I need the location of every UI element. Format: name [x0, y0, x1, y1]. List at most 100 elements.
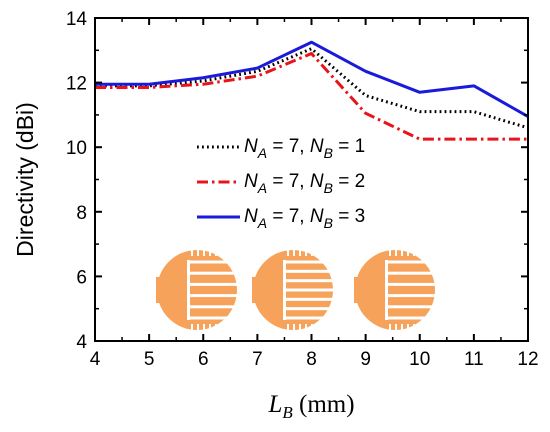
- edge-notch: [191, 249, 193, 256]
- slot: [285, 260, 337, 264]
- antenna-icon-nb2: [252, 249, 337, 331]
- x-label-variable: L: [267, 391, 282, 418]
- slot: [285, 316, 337, 320]
- antenna-icon-nb3: [354, 249, 439, 331]
- slot: [189, 316, 241, 320]
- edge-notch: [197, 249, 199, 256]
- edge-notch: [293, 324, 295, 331]
- edge-notch: [407, 249, 409, 256]
- edge-notch: [395, 324, 397, 331]
- slot: [285, 288, 337, 292]
- x-tick-label: 10: [409, 349, 430, 370]
- edge-notch: [401, 324, 403, 331]
- slot: [387, 305, 439, 309]
- slot: [189, 305, 241, 309]
- edge-notch: [395, 249, 397, 256]
- slot: [387, 271, 439, 275]
- edge-notch: [407, 324, 409, 331]
- slot: [189, 282, 241, 286]
- x-tick-label: 12: [517, 349, 538, 370]
- slot-spine: [385, 260, 388, 320]
- x-tick-label: 11: [464, 349, 484, 370]
- edge-notch: [311, 324, 313, 331]
- edge-notch: [389, 324, 391, 331]
- edge-notch: [305, 324, 307, 331]
- axes: 4 5 6 7 8 9 10 11 12 4 6 8 10 12 14: [66, 9, 539, 370]
- slot: [285, 307, 337, 311]
- edge-notch: [197, 324, 199, 331]
- series-line-3: [95, 40, 529, 118]
- patch-disk: [355, 250, 435, 330]
- edge-notch: [419, 324, 421, 331]
- x-tick-label: 5: [144, 349, 155, 370]
- slot: [387, 316, 439, 320]
- edge-notch: [389, 249, 391, 256]
- y-tick-label: 12: [66, 74, 87, 95]
- edge-notch: [203, 324, 205, 331]
- y-tick-label: 4: [76, 332, 87, 353]
- edge-notch: [323, 249, 325, 256]
- edge-notch: [413, 249, 415, 256]
- x-axis-label: LB (mm): [267, 391, 354, 422]
- slot: [285, 269, 337, 273]
- x-label-subscript: B: [282, 403, 293, 422]
- edge-notch: [209, 249, 211, 256]
- series-line-1: [95, 47, 529, 130]
- slot: [285, 297, 337, 301]
- x-label-unit: (mm): [293, 391, 355, 418]
- edge-notch: [293, 249, 295, 256]
- antenna-icon-nb1: [156, 249, 241, 331]
- edge-notch: [311, 249, 313, 256]
- slot: [387, 294, 439, 298]
- x-tick-label: 8: [306, 349, 317, 370]
- series-lines: [95, 40, 529, 141]
- edge-notch: [425, 249, 427, 256]
- slot: [189, 271, 241, 275]
- x-tick-label: 9: [360, 349, 371, 370]
- antenna-icons: [156, 249, 439, 331]
- legend-label-2: NA = 7, NB = 2: [244, 171, 365, 196]
- edge-notch: [317, 249, 319, 256]
- edge-notch: [191, 324, 193, 331]
- edge-notch: [203, 249, 205, 256]
- y-tick-label: 10: [66, 138, 87, 159]
- edge-notch: [215, 249, 217, 256]
- edge-notch: [323, 324, 325, 331]
- legend-label-3: NA = 7, NB = 3: [244, 206, 365, 231]
- edge-notch: [419, 249, 421, 256]
- y-tick-label: 14: [66, 9, 88, 30]
- patch-disk: [157, 250, 237, 330]
- edge-notch: [227, 324, 229, 331]
- y-axis-label: Directivity (dBi): [12, 102, 38, 257]
- edge-notch: [299, 324, 301, 331]
- edge-notch: [413, 324, 415, 331]
- edge-notch: [227, 249, 229, 256]
- edge-notch: [317, 324, 319, 331]
- x-tick-label: 4: [90, 349, 101, 370]
- edge-notch: [221, 249, 223, 256]
- y-tick-label: 6: [76, 267, 87, 288]
- slot: [285, 279, 337, 283]
- slot: [189, 294, 241, 298]
- edge-notch: [287, 249, 289, 256]
- edge-notch: [401, 249, 403, 256]
- slot: [387, 282, 439, 286]
- slot: [189, 260, 241, 264]
- edge-notch: [287, 324, 289, 331]
- edge-notch: [215, 324, 217, 331]
- legend: NA = 7, NB = 1 NA = 7, NB = 2 NA = 7, NB =…: [197, 136, 365, 231]
- edge-notch: [221, 324, 223, 331]
- slot-spine: [187, 260, 190, 320]
- edge-notch: [209, 324, 211, 331]
- edge-notch: [305, 249, 307, 256]
- y-tick-label: 8: [76, 203, 87, 224]
- legend-label-1: NA = 7, NB = 1: [244, 136, 365, 161]
- slot-spine: [283, 260, 286, 320]
- x-tick-label: 7: [252, 349, 263, 370]
- series-line-2: [95, 52, 528, 141]
- edge-notch: [425, 324, 427, 331]
- edge-notch: [299, 249, 301, 256]
- x-tick-label: 6: [198, 349, 209, 370]
- slot: [387, 260, 439, 264]
